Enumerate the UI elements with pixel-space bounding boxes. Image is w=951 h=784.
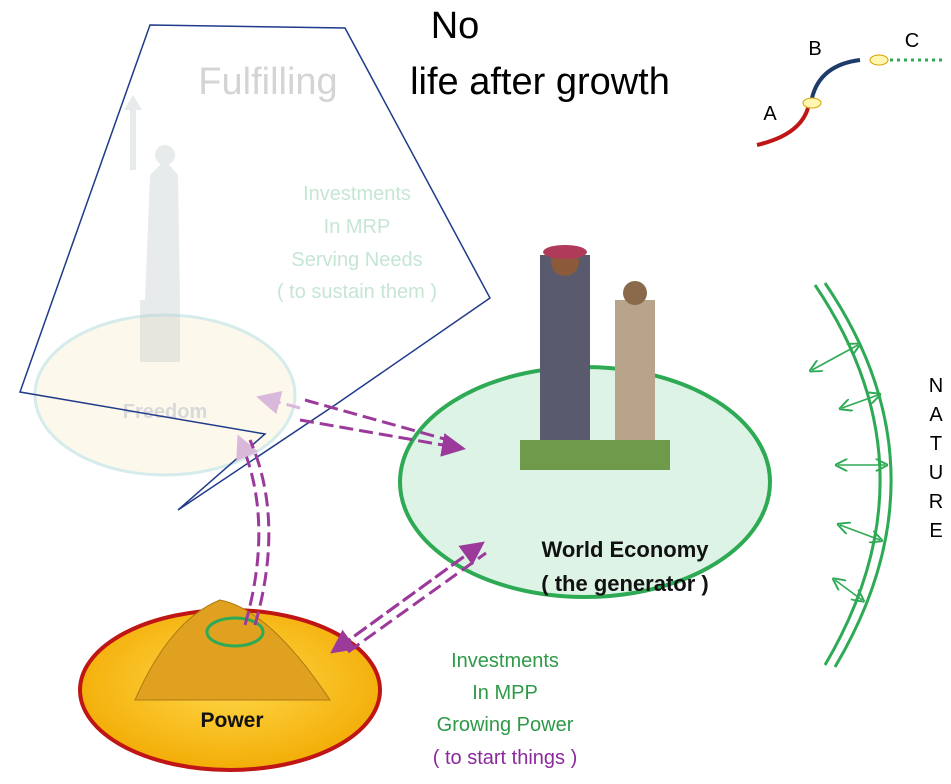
nature-letter: R xyxy=(929,491,943,513)
economy-label: World Economy xyxy=(541,537,709,562)
power-label: Power xyxy=(200,709,263,732)
nature-word: N A T U R E xyxy=(929,375,944,542)
nature-letter: A xyxy=(929,404,943,426)
note-line: Growing Power xyxy=(437,714,574,736)
economy-label: ( the generator ) xyxy=(541,571,708,596)
page: No Fulfilling life after growth A B C Fr… xyxy=(0,0,951,779)
note-line: Investments xyxy=(451,650,559,672)
nature-letter: T xyxy=(930,433,942,455)
note-line: ( to sustain them ) xyxy=(277,281,437,303)
nature-letter: N xyxy=(929,375,943,397)
note-line: In MRP xyxy=(324,216,391,238)
abc-legend: A B C xyxy=(757,30,945,145)
diagram: No Fulfilling life after growth A B C Fr… xyxy=(0,0,951,779)
note-line: Investments xyxy=(303,183,411,205)
nature-letter: U xyxy=(929,462,943,484)
legend-label: C xyxy=(905,30,919,52)
mrp-note: Investments In MRP Serving Needs ( to su… xyxy=(277,183,437,303)
title-faded: Fulfilling xyxy=(198,61,337,103)
title-main: life after growth xyxy=(410,61,670,103)
note-line: ( to start things ) xyxy=(433,747,578,769)
note-line: Serving Needs xyxy=(291,249,422,271)
mpp-note: Investments In MPP Growing Power ( to st… xyxy=(433,650,578,769)
note-line: In MPP xyxy=(472,682,538,704)
title-no: No xyxy=(431,5,480,47)
legend-label: B xyxy=(808,38,821,60)
nature-letter: E xyxy=(929,520,942,542)
legend-label: A xyxy=(763,103,777,125)
